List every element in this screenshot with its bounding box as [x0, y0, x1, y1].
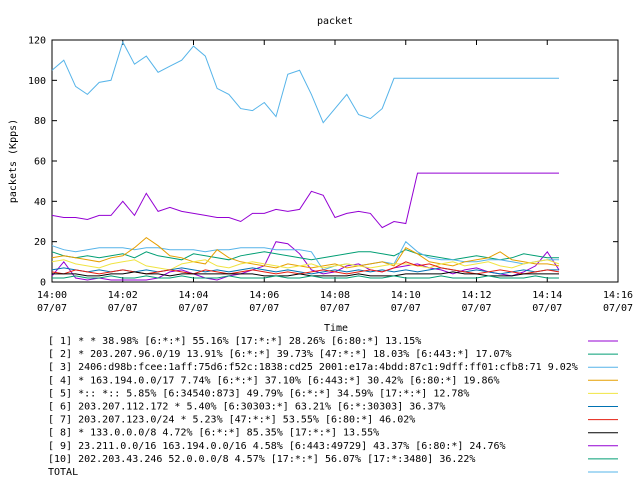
- series-line-10: [52, 275, 559, 279]
- x-tick-label-date: 07/07: [391, 303, 421, 314]
- x-tick-label-time: 14:12: [461, 290, 491, 301]
- x-tick-label-time: 14:06: [249, 290, 279, 301]
- x-tick-label-date: 07/07: [532, 303, 562, 314]
- x-tick-label-date: 07/07: [108, 303, 138, 314]
- series-line-11: [51, 40, 559, 124]
- y-tick-label: 100: [28, 76, 46, 87]
- series-line-2: [51, 249, 559, 261]
- y-axis-label-group: packets (Kpps): [8, 119, 19, 203]
- y-tick-label: 40: [34, 197, 46, 208]
- series-line-8: [52, 271, 559, 277]
- series-line-1: [51, 241, 560, 281]
- series-line-9: [51, 172, 559, 229]
- series-line-3: [51, 240, 559, 271]
- legend-entry-11: TOTAL: [48, 467, 78, 478]
- x-ticks: 14:00 07/07 14:02 07/07 14:04 07/07 14:06 07/07…: [37, 40, 633, 314]
- series-lines: [51, 40, 560, 281]
- x-tick-label-date: 07/07: [178, 303, 208, 314]
- x-tick-label-date: 07/07: [603, 303, 633, 314]
- x-tick-label-time: 14:04: [178, 290, 208, 301]
- legend-entry-2: [ 2] * 203.207.96.0/19 13.91% [6:*:*] 39…: [48, 349, 512, 360]
- y-axis-label: packets (Kpps): [8, 119, 19, 203]
- x-tick-label-date: 07/07: [461, 303, 491, 314]
- chart-title: packet: [317, 16, 353, 27]
- series-line-4: [51, 236, 560, 269]
- legend-entry-5: [ 5] *:: *:: 5.85% [6:34540:873] 49.79% …: [48, 388, 469, 399]
- legend-entry-7: [ 7] 203.207.123.0/24 * 5.23% [47:*:*] 5…: [48, 415, 415, 426]
- x-tick-label-time: 14:02: [108, 290, 138, 301]
- x-tick-label-time: 14:00: [37, 290, 67, 301]
- x-axis-label: Time: [324, 323, 348, 334]
- x-tick-label-time: 14:08: [320, 290, 350, 301]
- series-line-7: [51, 261, 560, 275]
- x-tick-label-date: 07/07: [249, 303, 279, 314]
- legend-entry-4: [ 4] * 163.194.0.0/17 7.74% [6:*:*] 37.1…: [48, 375, 500, 386]
- legend-entry-9: [ 9] 23.211.0.0/16 163.194.0.0/16 4.58% …: [48, 441, 506, 452]
- x-tick-label-time: 14:14: [532, 290, 562, 301]
- y-tick-label: 60: [34, 157, 46, 168]
- x-tick-label-time: 14:16: [603, 290, 633, 301]
- legend: [ 1] * * 38.98% [6:*:*] 55.16% [17:*:*] …: [48, 336, 618, 478]
- legend-entry-8: [ 8] * 133.0.0.0/8 4.72% [6:*:*] 85.35% …: [48, 428, 379, 439]
- y-tick-label: 0: [40, 278, 46, 289]
- legend-entry-10: [10] 202.203.43.246 52.0.0.0/8 4.57% [17…: [48, 454, 475, 465]
- x-tick-label-time: 14:10: [391, 290, 421, 301]
- legend-entry-6: [ 6] 203.207.112.172 * 5.40% [6:30303:*]…: [48, 402, 445, 413]
- x-tick-label-date: 07/07: [320, 303, 350, 314]
- y-tick-label: 20: [34, 237, 46, 248]
- legend-entry-1: [ 1] * * 38.98% [6:*:*] 55.16% [17:*:*] …: [48, 336, 421, 347]
- x-tick-label-date: 07/07: [37, 303, 67, 314]
- legend-entry-3: [ 3] 2406:d98b:fcee:1aff:75d6:f52c:1838:…: [48, 362, 578, 373]
- y-ticks: 0 20 40 60 80 100 120: [28, 36, 618, 289]
- series-line-5: [51, 259, 560, 271]
- y-tick-label: 120: [28, 36, 46, 47]
- y-tick-label: 80: [34, 116, 46, 127]
